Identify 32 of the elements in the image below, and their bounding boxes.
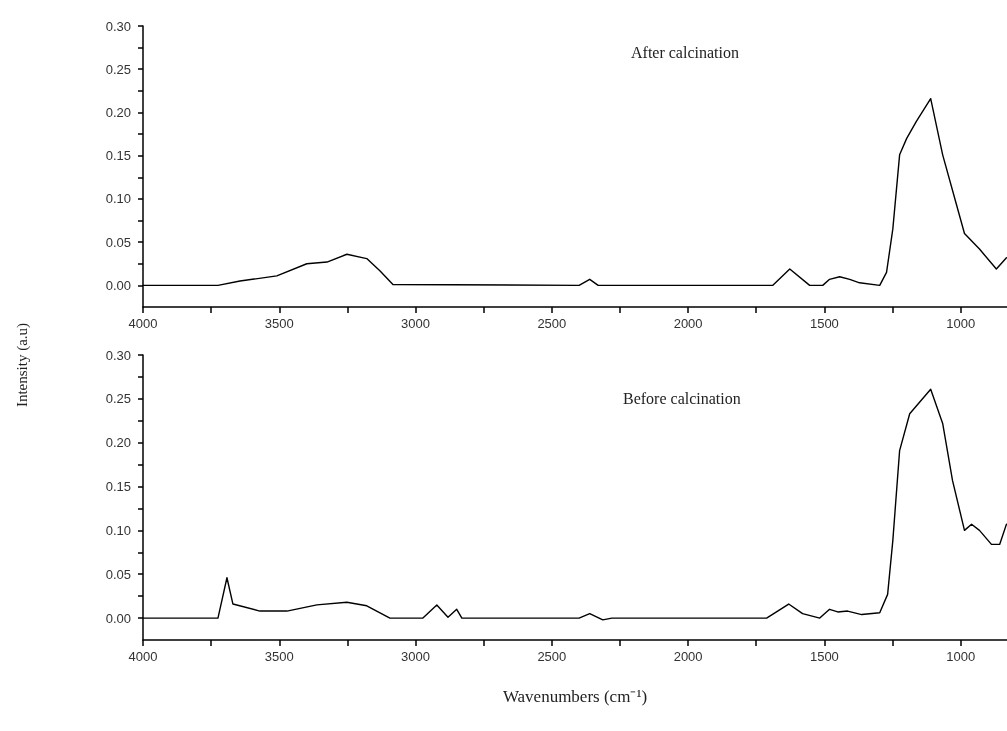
x-tick-label: 1000 bbox=[946, 649, 976, 664]
y-tick-label: 0.25 bbox=[105, 391, 131, 407]
x-tick-label: 3000 bbox=[401, 316, 431, 331]
y-tick-label: 0.00 bbox=[105, 277, 131, 293]
x-tick-label: 2500 bbox=[537, 316, 567, 331]
x-tick-label: 1500 bbox=[809, 649, 839, 664]
x-tick-label: 4000 bbox=[128, 316, 158, 331]
x-tick-label: 1000 bbox=[946, 316, 976, 331]
x-tick-label: 3000 bbox=[401, 649, 431, 664]
y-tick-label: 0.30 bbox=[105, 347, 131, 363]
x-tick-label: 3500 bbox=[264, 649, 294, 664]
x-tick-label: 2000 bbox=[673, 316, 703, 331]
x-axis-title: Wavenumbers (cm⁻¹) bbox=[502, 687, 648, 706]
y-axis-title: Intensity (a.u) bbox=[13, 322, 31, 408]
y-tick-label: 0.30 bbox=[105, 18, 131, 34]
y-tick-label: 0.05 bbox=[105, 234, 131, 250]
y-tick-label: 0.20 bbox=[105, 104, 131, 120]
y-tick-label: 0.05 bbox=[105, 566, 131, 582]
x-tick-label: 2000 bbox=[673, 649, 703, 664]
x-tick-label: 4000 bbox=[128, 649, 158, 664]
y-tick-label: 0.00 bbox=[105, 610, 131, 626]
y-tick-label: 0.20 bbox=[105, 435, 131, 451]
annotation: Before calcination bbox=[623, 389, 741, 407]
x-tick-label: 1500 bbox=[809, 316, 839, 331]
y-tick-label: 0.15 bbox=[105, 148, 131, 164]
x-tick-label: 2500 bbox=[537, 649, 567, 664]
y-tick-label: 0.25 bbox=[105, 61, 131, 77]
x-tick-label: 3500 bbox=[264, 316, 294, 331]
y-tick-label: 0.10 bbox=[105, 522, 131, 538]
y-tick-label: 0.10 bbox=[105, 191, 131, 207]
annotation: After calcination bbox=[631, 43, 739, 61]
y-tick-label: 0.15 bbox=[105, 479, 131, 495]
